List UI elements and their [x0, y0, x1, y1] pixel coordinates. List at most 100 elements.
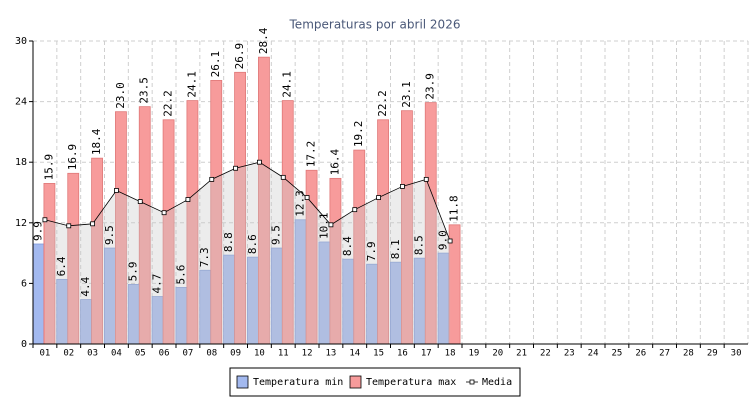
x-tick-label: 25: [611, 349, 622, 359]
x-tick-label: 30: [731, 349, 742, 359]
value-label: 9.5: [103, 225, 116, 245]
x-tick-label: 13: [325, 349, 336, 359]
chart-title: Temperaturas por abril 2026: [289, 18, 461, 32]
x-tick-label: 19: [468, 349, 479, 359]
x-tick-label: 16: [397, 349, 408, 359]
legend-label: Media: [482, 377, 512, 388]
value-label: 19.2: [352, 121, 365, 148]
value-label: 4.7: [151, 274, 164, 294]
legend-swatch: [236, 375, 249, 389]
x-tick-label: 28: [683, 349, 694, 359]
value-label: 7.3: [198, 247, 211, 267]
value-label: 9.9: [31, 221, 44, 241]
media-marker: [257, 159, 262, 165]
x-tick-label: 26: [635, 349, 646, 359]
x-tick-label: 17: [421, 349, 432, 359]
value-label: 8.6: [246, 234, 259, 254]
x-tick-label: 05: [135, 349, 146, 359]
y-tick-label: 24: [15, 97, 27, 108]
media-marker: [42, 217, 48, 223]
x-tick-label: 14: [349, 349, 360, 359]
value-label: 12.3: [294, 190, 307, 217]
value-label: 8.8: [222, 232, 235, 252]
y-tick-label: 18: [15, 157, 27, 168]
value-label: 5.9: [127, 262, 140, 282]
x-tick-label: 29: [707, 349, 718, 359]
value-label: 6.4: [55, 256, 68, 276]
media-marker: [114, 188, 119, 193]
value-label: 28.4: [257, 27, 270, 54]
value-label: 16.4: [328, 148, 341, 175]
x-tick-label: 21: [516, 349, 527, 359]
value-label: 9.0: [437, 230, 450, 250]
x-tick-label: 27: [659, 349, 670, 359]
y-tick-label: 0: [21, 339, 27, 350]
value-label: 23.0: [114, 82, 127, 108]
value-label: 4.4: [79, 276, 92, 296]
media-marker: [328, 222, 334, 228]
y-tick-label: 6: [21, 278, 27, 289]
value-label: 11.8: [448, 195, 461, 222]
media-area: [44, 162, 451, 344]
value-label: 8.5: [413, 235, 426, 255]
y-tick-label: 30: [15, 36, 27, 47]
value-label: 23.1: [400, 81, 413, 108]
value-label: 8.4: [341, 236, 354, 256]
value-label: 7.9: [365, 241, 378, 261]
x-tick-label: 11: [278, 349, 289, 359]
value-label: 16.9: [66, 144, 79, 171]
value-label: 18.4: [90, 128, 103, 155]
value-label: 23.5: [138, 77, 151, 104]
x-tick-label: 09: [230, 349, 241, 359]
value-label: 22.2: [162, 90, 175, 117]
x-tick-label: 07: [182, 349, 193, 359]
x-tick-label: 20: [492, 349, 503, 359]
x-tick-label: 02: [63, 349, 74, 359]
media-marker: [423, 176, 429, 182]
media-marker: [280, 174, 286, 180]
value-label: 5.6: [174, 265, 187, 285]
value-label: 22.2: [376, 90, 389, 117]
media-marker: [137, 199, 143, 204]
x-tick-label: 23: [564, 349, 575, 359]
x-tick-label: 01: [39, 349, 50, 359]
x-tick-label: 08: [206, 349, 217, 359]
value-label: 9.5: [270, 225, 283, 245]
x-tick-label: 18: [445, 349, 456, 359]
media-marker: [376, 195, 381, 200]
media-marker: [352, 207, 358, 213]
media-marker: [185, 197, 191, 202]
media-marker: [66, 223, 72, 229]
value-label: 26.1: [209, 51, 222, 78]
media-marker: [209, 176, 215, 182]
x-tick-label: 04: [111, 349, 122, 359]
x-tick-label: 22: [540, 349, 551, 359]
media-line: [44, 161, 451, 242]
media-marker: [161, 210, 167, 216]
value-label: 24.1: [185, 71, 198, 98]
x-tick-label: 03: [87, 349, 98, 359]
media-marker: [233, 165, 238, 171]
value-label: 24.1: [281, 71, 294, 98]
value-label: 15.9: [42, 154, 55, 181]
media-marker: [90, 221, 95, 227]
legend-label: Temperatura min: [253, 377, 343, 388]
x-tick-label: 12: [302, 349, 313, 359]
media-marker: [400, 184, 405, 189]
value-label: 26.9: [233, 43, 246, 69]
value-label: 23.9: [424, 73, 437, 100]
legend-swatch: [349, 375, 362, 389]
x-tick-label: 10: [254, 349, 265, 359]
x-tick-label: 24: [588, 349, 599, 359]
media-marker: [447, 238, 453, 244]
media-marker: [304, 195, 310, 200]
value-label: 17.2: [305, 141, 318, 168]
value-label: 10.1: [317, 212, 330, 239]
x-tick-label: 15: [373, 349, 384, 359]
bar: [32, 243, 45, 345]
x-tick-label: 06: [159, 349, 170, 359]
value-label: 8.1: [389, 239, 402, 259]
legend-label: Temperatura max: [366, 377, 456, 388]
y-tick-label: 12: [15, 218, 27, 229]
